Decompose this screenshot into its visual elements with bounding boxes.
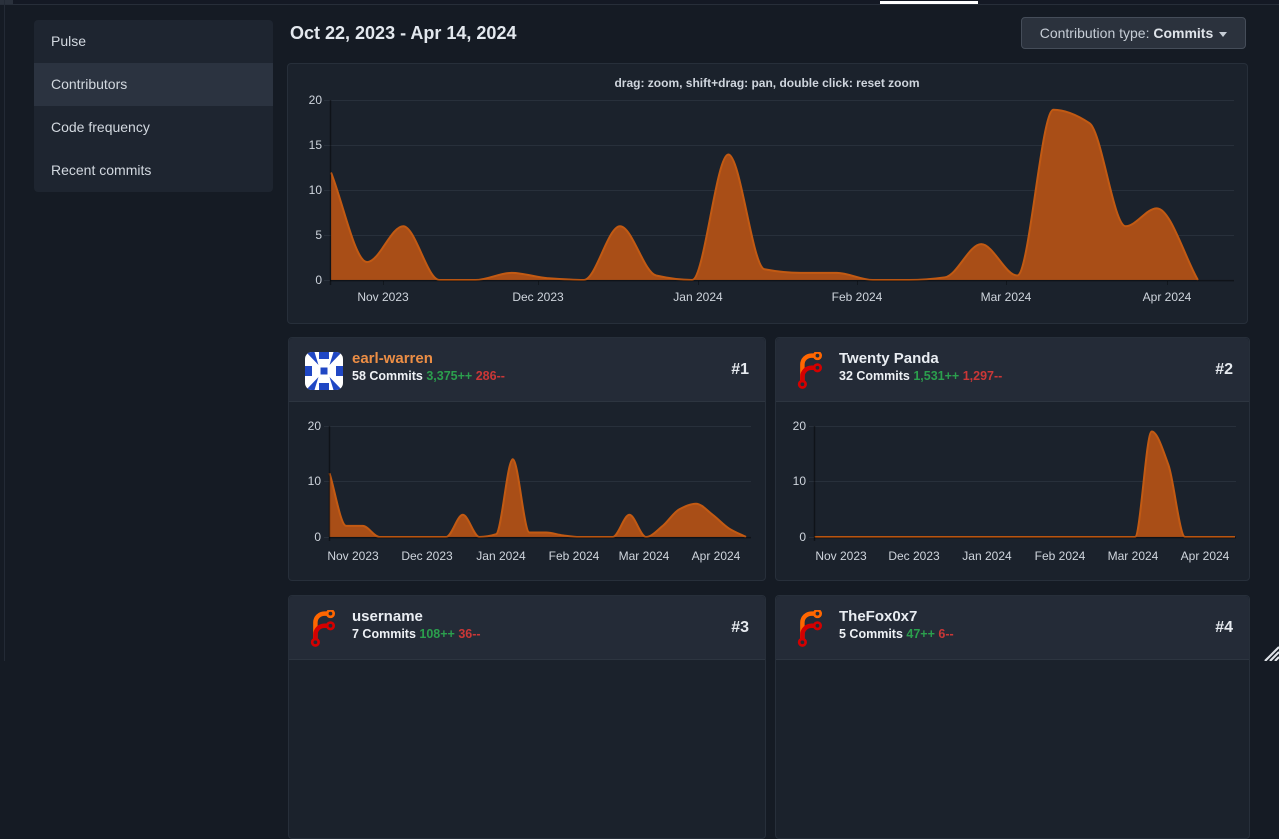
svg-text:Jan 2024: Jan 2024 — [476, 549, 526, 563]
svg-text:Jan 2024: Jan 2024 — [962, 549, 1012, 563]
svg-text:Feb 2024: Feb 2024 — [1035, 549, 1086, 563]
svg-text:Feb 2024: Feb 2024 — [832, 290, 883, 304]
svg-text:Mar 2024: Mar 2024 — [1108, 549, 1159, 563]
svg-text:Apr 2024: Apr 2024 — [692, 549, 741, 563]
svg-text:Jan 2024: Jan 2024 — [673, 290, 723, 304]
svg-text:Mar 2024: Mar 2024 — [981, 290, 1032, 304]
svg-text:Feb 2024: Feb 2024 — [549, 549, 600, 563]
svg-text:Dec 2023: Dec 2023 — [512, 290, 564, 304]
svg-text:Nov 2023: Nov 2023 — [357, 290, 409, 304]
svg-text:5: 5 — [315, 228, 322, 242]
svg-text:10: 10 — [793, 474, 807, 488]
svg-text:0: 0 — [799, 530, 806, 544]
svg-text:0: 0 — [314, 530, 321, 544]
svg-text:10: 10 — [308, 474, 322, 488]
svg-text:Apr 2024: Apr 2024 — [1181, 549, 1230, 563]
svg-text:Mar 2024: Mar 2024 — [619, 549, 670, 563]
svg-text:Dec 2023: Dec 2023 — [401, 549, 453, 563]
svg-text:drag: zoom, shift+drag: pan, d: drag: zoom, shift+drag: pan, double clic… — [614, 76, 919, 90]
svg-text:20: 20 — [308, 419, 322, 433]
svg-text:Nov 2023: Nov 2023 — [327, 549, 379, 563]
svg-text:Apr 2024: Apr 2024 — [1143, 290, 1192, 304]
svg-text:10: 10 — [309, 183, 323, 197]
svg-text:20: 20 — [793, 419, 807, 433]
svg-text:0: 0 — [315, 273, 322, 287]
svg-text:Dec 2023: Dec 2023 — [888, 549, 940, 563]
svg-text:20: 20 — [309, 93, 323, 107]
svg-text:Nov 2023: Nov 2023 — [815, 549, 867, 563]
svg-text:15: 15 — [309, 138, 323, 152]
